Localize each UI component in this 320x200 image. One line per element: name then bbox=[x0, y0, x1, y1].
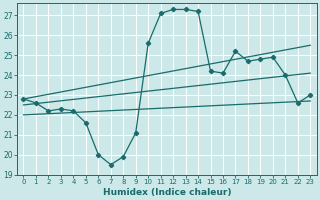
X-axis label: Humidex (Indice chaleur): Humidex (Indice chaleur) bbox=[103, 188, 231, 197]
